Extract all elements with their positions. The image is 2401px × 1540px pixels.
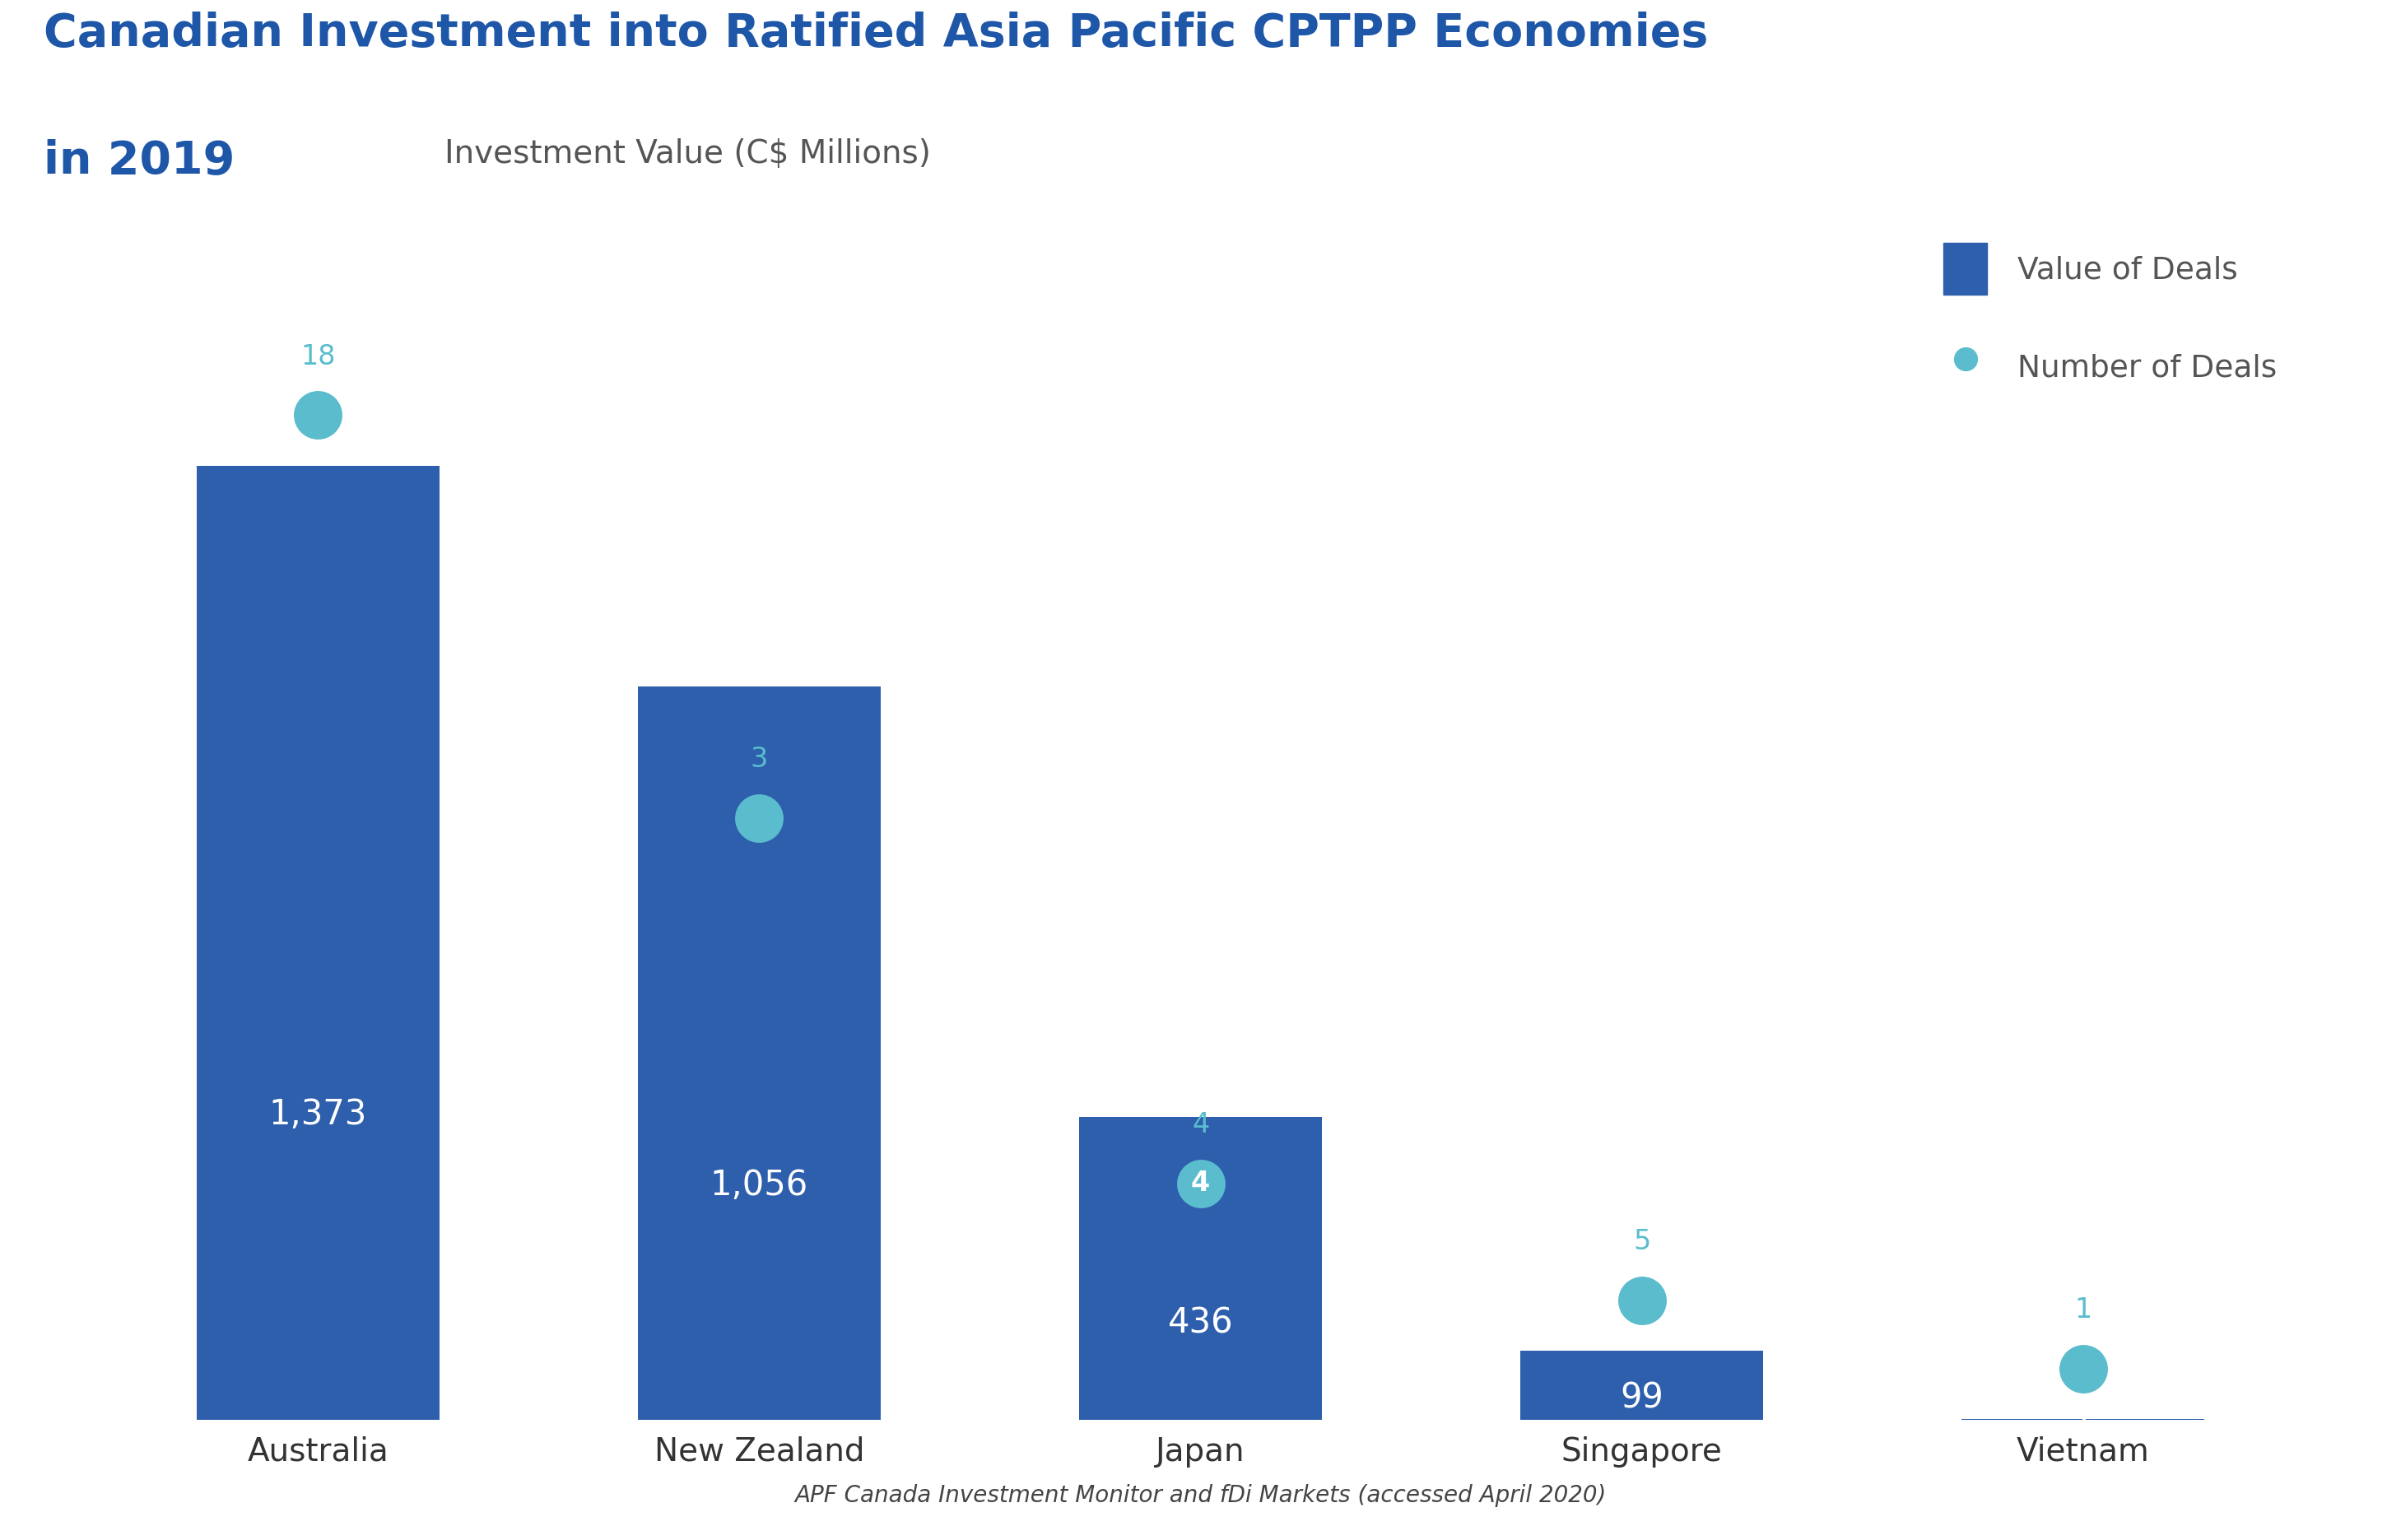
Text: in 2019: in 2019 [43, 139, 235, 183]
Point [1181, 1172, 1220, 1197]
Text: 18: 18 [300, 343, 336, 370]
Point [1623, 1287, 1661, 1312]
Text: 1,373: 1,373 [269, 1098, 367, 1132]
Bar [1078, 1116, 1323, 1420]
Text: 4: 4 [1191, 1170, 1210, 1197]
Point [740, 805, 778, 830]
Text: 1,056: 1,056 [711, 1167, 809, 1203]
Bar [1520, 1351, 1762, 1420]
Text: Investment Value (C$ Millions): Investment Value (C$ Millions) [444, 139, 932, 169]
Text: 4: 4 [1191, 1112, 1210, 1138]
Text: 436: 436 [1167, 1306, 1234, 1340]
Text: 99: 99 [1621, 1380, 1664, 1415]
Text: Canadian Investment into Ratified Asia Pacific CPTPP Economies: Canadian Investment into Ratified Asia P… [43, 11, 1707, 55]
Text: 1: 1 [2074, 1297, 2091, 1323]
Text: 5: 5 [1633, 1227, 1649, 1255]
Point [2065, 1357, 2103, 1381]
Text: APF Canada Investment Monitor and fDi Markets (accessed April 2020): APF Canada Investment Monitor and fDi Ma… [795, 1485, 1606, 1506]
Text: 3: 3 [752, 745, 768, 773]
Text: 1: 1 [2072, 1404, 2094, 1435]
Bar [197, 467, 439, 1420]
Bar [639, 687, 881, 1420]
Point [298, 403, 336, 428]
Legend: Value of Deals, Number of Deals: Value of Deals, Number of Deals [1930, 231, 2291, 405]
